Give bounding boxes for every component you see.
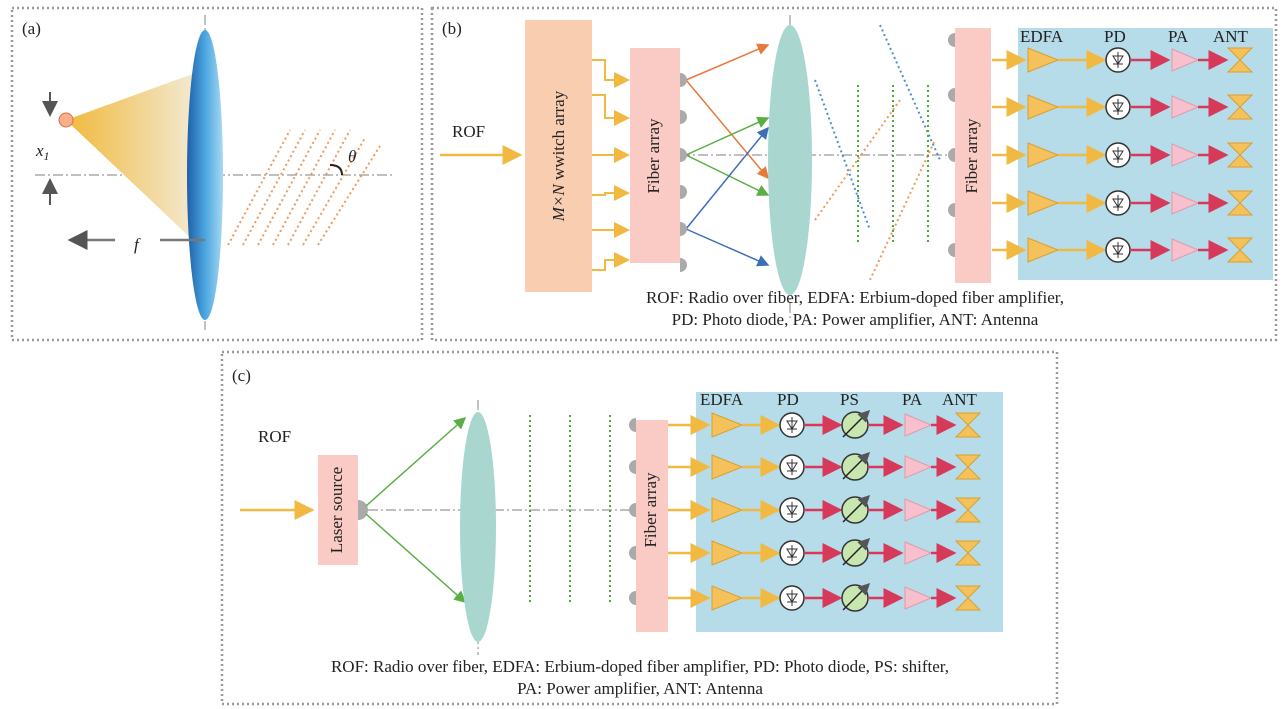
fiber-link: [592, 95, 628, 118]
fiber-port: [629, 418, 636, 432]
fiber-port: [680, 222, 687, 236]
fiber-link: [592, 60, 628, 80]
column-header: PD: [777, 390, 799, 409]
wavefront: [288, 130, 350, 245]
column-header: PA: [1168, 27, 1189, 46]
switch-label: M×N wwitch array: [549, 90, 568, 222]
figure: (a) x1 f θ (b) ROF M×N wwitch array Fibe…: [0, 0, 1283, 709]
caption: ROF: Radio over fiber, EDFA: Erbium-dope…: [646, 288, 1064, 307]
caption: ROF: Radio over fiber, EDFA: Erbium-dope…: [331, 657, 949, 676]
caption: PA: Power amplifier, ANT: Antenna: [517, 679, 763, 698]
fiber-port: [680, 185, 687, 199]
panel-b: (b) ROF M×N wwitch array Fiber array Fib…: [432, 8, 1276, 340]
laser-label: Laser source: [327, 467, 346, 553]
offset-label: x1: [35, 141, 50, 163]
switch-symbol: M×N: [549, 183, 568, 223]
beam: [686, 118, 768, 155]
fiber-array-label: Fiber array: [644, 118, 663, 194]
fiber-link: [592, 193, 628, 195]
fiber-port: [680, 110, 687, 124]
offset-subscript: 1: [44, 149, 50, 163]
fiber-port: [680, 148, 687, 162]
wavefront: [228, 130, 290, 245]
fiber-port: [680, 73, 687, 87]
column-header: EDFA: [1020, 27, 1064, 46]
fiber-port: [629, 503, 636, 517]
column-header: EDFA: [700, 390, 744, 409]
wavefront: [870, 140, 935, 280]
input-label: ROF: [452, 122, 485, 141]
column-header: ANT: [942, 390, 978, 409]
wavefront: [243, 130, 305, 245]
switch-text: wwitch array: [549, 90, 568, 184]
fiber-port: [948, 88, 955, 102]
column-header: ANT: [1213, 27, 1249, 46]
fiber-port: [948, 33, 955, 47]
wavefront: [273, 130, 335, 245]
panel-label: (b): [442, 19, 462, 38]
column-header: PS: [840, 390, 859, 409]
fiber-array-label: Fiber array: [962, 118, 981, 194]
fiber-port: [680, 258, 687, 272]
fiber-port: [629, 546, 636, 560]
caption: PD: Photo diode, PA: Power amplifier, AN…: [672, 310, 1039, 329]
panel-a: (a) x1 f θ: [12, 8, 422, 340]
wavefront: [258, 130, 320, 245]
fiber-array-label: Fiber array: [641, 472, 660, 548]
panel-label: (a): [22, 19, 41, 38]
beam: [686, 45, 768, 80]
beam: [686, 128, 768, 229]
fiber-port: [629, 460, 636, 474]
angle-label: θ: [348, 147, 356, 166]
column-header: PA: [902, 390, 923, 409]
fiber-port: [948, 243, 955, 257]
panel-c: (c) ROF Laser source Fiber array EDFA PD…: [222, 352, 1057, 704]
fiber-port: [948, 203, 955, 217]
input-label: ROF: [258, 427, 291, 446]
fiber-link: [592, 260, 628, 270]
fiber-port: [948, 148, 955, 162]
fiber-port: [629, 591, 636, 605]
column-header: PD: [1104, 27, 1126, 46]
wavefront: [880, 25, 940, 160]
focal-label: f: [134, 235, 141, 254]
panel-label: (c): [232, 366, 251, 385]
beam: [686, 80, 768, 178]
beam: [686, 229, 768, 265]
beam: [686, 155, 768, 195]
